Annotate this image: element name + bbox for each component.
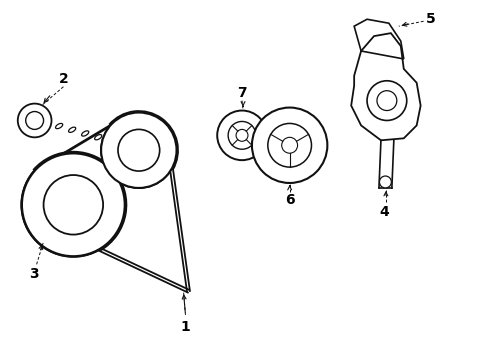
Circle shape <box>44 175 103 235</box>
Circle shape <box>228 121 256 149</box>
Ellipse shape <box>82 131 89 136</box>
Circle shape <box>268 123 312 167</box>
Circle shape <box>118 129 160 171</box>
Circle shape <box>217 111 267 160</box>
Text: 2: 2 <box>58 72 68 86</box>
Ellipse shape <box>108 138 115 144</box>
Text: 5: 5 <box>426 12 436 26</box>
Circle shape <box>44 175 103 235</box>
Text: 1: 1 <box>181 320 190 334</box>
Ellipse shape <box>69 127 76 132</box>
Ellipse shape <box>43 120 49 125</box>
Circle shape <box>22 153 125 256</box>
Circle shape <box>25 112 44 129</box>
Text: 6: 6 <box>285 193 294 207</box>
Text: 4: 4 <box>379 205 389 219</box>
Circle shape <box>18 104 51 137</box>
Circle shape <box>101 113 176 188</box>
Circle shape <box>367 81 407 121</box>
Text: 7: 7 <box>237 86 247 100</box>
Circle shape <box>377 91 397 111</box>
Ellipse shape <box>55 123 63 129</box>
Ellipse shape <box>121 142 128 147</box>
Circle shape <box>252 108 327 183</box>
Circle shape <box>118 129 160 171</box>
Circle shape <box>236 129 248 141</box>
Circle shape <box>101 113 176 188</box>
Circle shape <box>282 137 297 153</box>
Circle shape <box>379 176 392 188</box>
Circle shape <box>22 153 125 256</box>
Ellipse shape <box>134 146 141 151</box>
Ellipse shape <box>95 135 102 140</box>
Text: 3: 3 <box>29 267 38 281</box>
